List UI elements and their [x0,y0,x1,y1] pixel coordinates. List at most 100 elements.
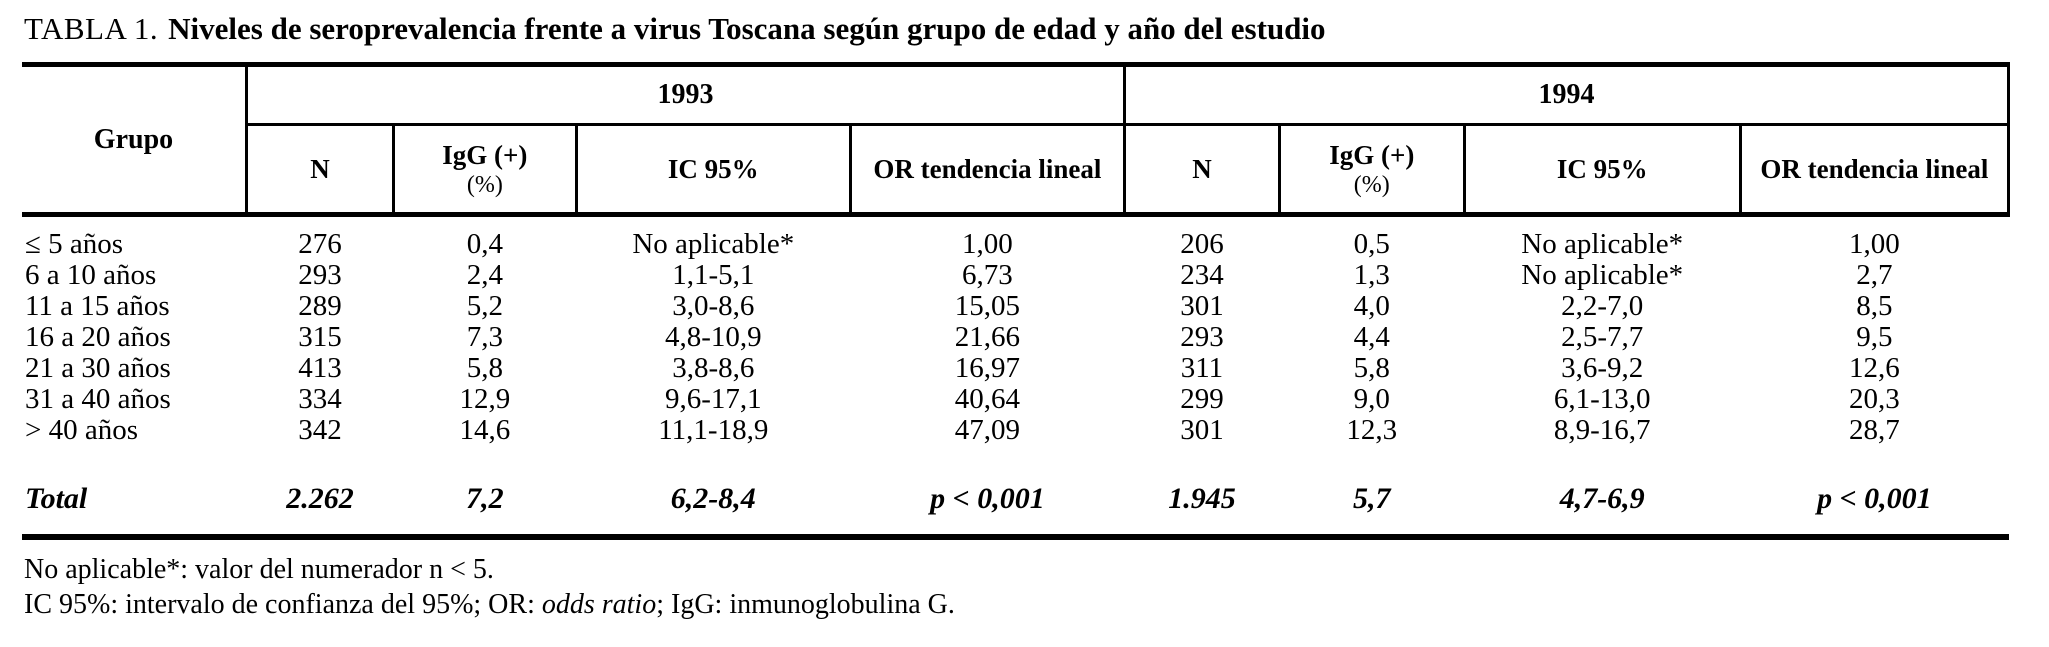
cell-n-1993: 334 [298,383,342,416]
cell-igg-1994: 0,5 [1353,228,1390,261]
cell-ic95-1994: No aplicable* [1521,228,1684,261]
column-header-row: N IgG (+) (%) IC 95% OR tendencia lineal … [22,124,2011,218]
col-header-igg-unit: (%) [466,172,503,199]
cell-n-1993: 413 [298,352,342,385]
col-header-igg-1993: IgG (+) (%) [393,124,578,218]
cell-ic95-1994: 2,5-7,7 [1561,321,1644,354]
cell-igg-1993: 12,9 [459,383,511,416]
cell-igg-1994: 9,0 [1353,383,1390,416]
table-row: 21 a 30 años 413 5,8 3,8-8,6 16,97 311 5… [22,353,2009,384]
cell-igg-1993: 5,2 [466,290,503,323]
cell-n-1994: 311 [1180,352,1224,385]
cell-or-1994: 12,6 [1849,352,1900,385]
cell-n-1994: 234 [1180,259,1224,292]
total-ic95-1994: 4,7-6,9 [1464,482,1741,541]
cell-n-1994: 293 [1180,321,1224,354]
cell-n-1993: 342 [298,414,342,447]
footnote-odds-ratio: odds ratio [541,589,657,621]
table-footnotes: No aplicable*: valor del numerador n < 5… [24,552,2011,622]
cell-group: ≤ 5 años [25,228,124,261]
cell-or-1994: 1,00 [1849,228,1900,261]
col-header-igg-1994: IgG (+) (%) [1279,124,1466,218]
year-header-row: Grupo 1993 1994 [22,62,2011,218]
cell-igg-1994: 5,8 [1353,352,1390,385]
cell-or-1994: 9,5 [1856,321,1893,354]
cell-group: 6 a 10 años [25,259,157,292]
cell-or-1993: 16,97 [954,352,1021,385]
spacer-row [22,446,2009,482]
cell-igg-1993: 0,4 [466,228,503,261]
cell-ic95-1993: 3,0-8,6 [672,290,755,323]
table-row: 16 a 20 años 315 7,3 4,8-10,9 21,66 293 … [22,322,2009,353]
cell-igg-1993: 2,4 [466,259,503,292]
table-row: ≤ 5 años 276 0,4 No aplicable* 1,00 206 … [22,215,2009,261]
footnote-abbrev-post: ; IgG: inmunoglobulina G. [656,589,955,621]
total-or-1994: p < 0,001 [1740,482,2009,541]
total-row: Total 2.262 7,2 6,2-8,4 p < 0,001 1.945 … [22,482,2009,541]
footnote-no-aplicable: No aplicable*: valor del numerador n < 5… [24,554,494,586]
cell-or-1994: 8,5 [1856,290,1893,323]
cell-or-1993: 15,05 [954,290,1021,323]
cell-igg-1994: 4,4 [1353,321,1390,354]
cell-or-1993: 1,00 [962,228,1013,261]
col-header-or-1994: OR tendencia lineal [1740,124,2011,218]
cell-ic95-1994: 2,2-7,0 [1561,290,1644,323]
total-igg-1994: 5,7 [1279,482,1465,541]
total-or-1993: p < 0,001 [850,482,1125,541]
cell-ic95-1993: 11,1-18,9 [658,414,769,447]
col-header-igg-label: IgG (+) [442,140,528,171]
cell-igg-1994: 12,3 [1346,414,1398,447]
total-group-label: Total [22,482,247,541]
table-title: TABLA 1. Niveles de seroprevalencia frent… [24,10,2011,47]
col-header-igg-label: IgG (+) [1329,140,1415,171]
cell-n-1994: 301 [1180,414,1224,447]
year-header-1993: 1993 [246,62,1126,127]
col-header-igg-unit: (%) [1353,172,1390,199]
footnote-abbrev-pre: IC 95%: intervalo de confianza del 95%; … [24,589,542,621]
col-header-n-1993: N [246,124,395,218]
total-ic95-1993: 6,2-8,4 [576,482,851,541]
cell-or-1994: 20,3 [1849,383,1900,416]
footnote-abbreviations: IC 95%: intervalo de confianza del 95%; … [24,587,2011,622]
cell-n-1993: 276 [298,228,342,261]
col-header-ic95-1994: IC 95% [1464,124,1742,218]
cell-n-1993: 293 [298,259,342,292]
cell-group: > 40 años [25,414,139,447]
cell-or-1993: 40,64 [954,383,1021,416]
total-igg-1993: 7,2 [393,482,577,541]
cell-ic95-1993: 1,1-5,1 [672,259,755,292]
cell-ic95-1994: 3,6-9,2 [1561,352,1644,385]
cell-group: 11 a 15 años [25,290,170,323]
cell-ic95-1993: 9,6-17,1 [664,383,762,416]
cell-or-1994: 2,7 [1856,259,1893,292]
table-row: 6 a 10 años 293 2,4 1,1-5,1 6,73 234 1,3… [22,260,2009,291]
cell-igg-1994: 1,3 [1353,259,1390,292]
cell-or-1994: 28,7 [1849,414,1900,447]
cell-n-1994: 299 [1180,383,1224,416]
year-header-1994: 1994 [1124,62,2011,127]
cell-n-1993: 289 [298,290,342,323]
cell-ic95-1993: 3,8-8,6 [672,352,755,385]
table-row: 11 a 15 años 289 5,2 3,0-8,6 15,05 301 4… [22,291,2009,322]
cell-n-1994: 301 [1180,290,1224,323]
cell-group: 21 a 30 años [25,352,171,385]
cell-igg-1993: 14,6 [459,414,511,447]
cell-igg-1993: 5,8 [466,352,503,385]
cell-ic95-1994: 6,1-13,0 [1553,383,1651,416]
total-n-1994: 1.945 [1124,482,1280,541]
cell-n-1994: 206 [1180,228,1224,261]
total-n-1993: 2.262 [246,482,394,541]
col-header-ic95-1993: IC 95% [576,124,852,218]
table-number-label: TABLA 1. [24,11,159,46]
cell-ic95-1993: No aplicable* [632,228,795,261]
cell-or-1993: 47,09 [954,414,1021,447]
cell-ic95-1994: 8,9-16,7 [1553,414,1651,447]
table-row: > 40 años 342 14,6 11,1-18,9 47,09 301 1… [22,415,2009,446]
col-header-or-1993: OR tendencia lineal [850,124,1126,218]
cell-ic95-1993: 4,8-10,9 [664,321,762,354]
cell-or-1993: 21,66 [954,321,1021,354]
cell-or-1993: 6,73 [962,259,1013,292]
cell-group: 16 a 20 años [25,321,171,354]
cell-igg-1994: 4,0 [1353,290,1390,323]
